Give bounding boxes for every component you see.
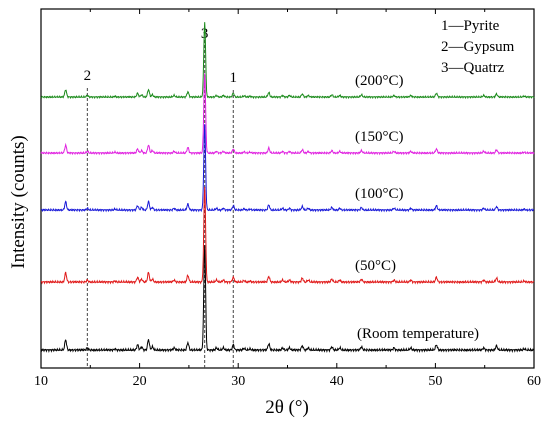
y-axis-label: Intensity (counts) [8,135,29,269]
series-label-4: (Room temperature) [357,326,479,342]
series-trace-1 [40,73,535,156]
series-label-1: (150°C) [355,129,404,145]
series-label-0: (200°C) [355,73,404,89]
series-label-2: (100°C) [355,186,404,202]
series-trace-0 [40,22,535,100]
legend-entry-0: 1—Pyrite [441,18,500,34]
legend-entry-1: 2—Gypsum [441,39,515,55]
legend-entry-2: 3—Quatrz [441,60,505,76]
series-label-3: (50°C) [355,258,396,274]
x-tick-label: 10 [34,374,48,389]
x-tick-label: 30 [231,374,245,389]
x-tick-label: 40 [330,374,344,389]
reference-label-1: 1 [230,70,238,86]
x-tick-label: 50 [428,374,442,389]
series-group: (200°C) (150°C) (100°C) (50°C) (Room tempera… [40,22,535,353]
reference-lines: 231 [84,26,237,368]
axes: 10 20 30 40 50 60 [34,8,541,389]
reference-label-2: 2 [84,68,92,84]
x-tick-label: 20 [133,374,147,389]
x-tick-label: 60 [527,374,541,389]
legend: 1—Pyrite 2—Gypsum 3—Quatrz [441,18,515,76]
x-axis-label: 2θ (°) [265,397,309,418]
series-trace-4 [40,245,535,353]
series-trace-2 [40,124,535,213]
series-trace-3 [40,186,535,285]
